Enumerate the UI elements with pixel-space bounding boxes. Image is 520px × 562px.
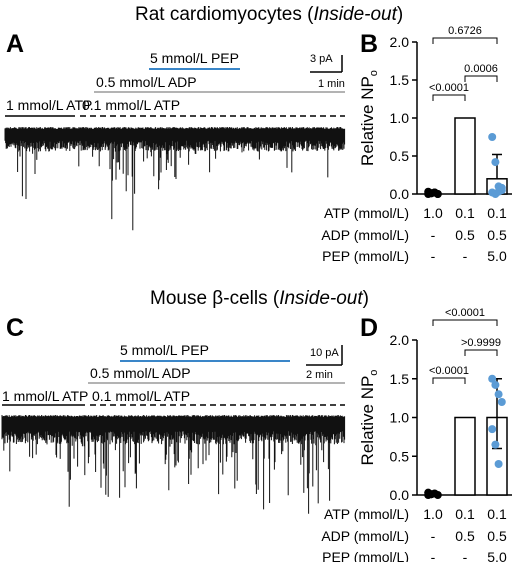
table-cell: 0.1 (455, 506, 475, 522)
comparison-bracket (464, 349, 498, 356)
data-point (494, 460, 503, 468)
data-point (497, 183, 506, 192)
data-point (433, 190, 442, 198)
data-point (497, 398, 506, 406)
atp-high-label: 1 mmol/L ATP (2, 388, 89, 404)
y-tick-label: 1.5 (390, 72, 410, 88)
data-point (488, 425, 497, 434)
y-tick-label: 2.0 (390, 34, 410, 50)
y-axis-label-subscript: o (368, 370, 380, 376)
title-text: Rat cardiomyocytes (135, 4, 302, 25)
p-value-label: <0.0001 (429, 365, 469, 377)
adp-label: 0.5 mmol/L ADP (96, 74, 197, 90)
atp-low-label: 0.1 mmol/L ATP (92, 388, 191, 404)
table-cell: 0.1 (487, 506, 507, 522)
scale-time: 1 min (318, 78, 345, 90)
table-row-label: PEP (mmol/L) (322, 549, 409, 562)
panel-title-rat: Rat cardiomyocytes (Inside-out) (135, 4, 404, 25)
panel-title-mouse: Mouse β-cells (Inside-out) (150, 288, 369, 309)
table-row-label: PEP (mmol/L) (322, 248, 409, 264)
table-cell: 5.0 (487, 549, 507, 562)
table-cell: 0.5 (455, 528, 475, 544)
data-point (494, 390, 503, 399)
panel-letter-a: A (6, 30, 25, 58)
p-value-label: 0.0006 (464, 63, 498, 75)
p-value-label: >0.9999 (461, 337, 501, 349)
comparison-bracket (432, 94, 466, 101)
panel-letter-b: B (360, 30, 379, 58)
y-tick-label: 1.5 (390, 371, 410, 387)
scale-current: 3 pA (310, 53, 333, 65)
table-cell: 0.1 (487, 205, 507, 221)
data-point (488, 133, 497, 141)
y-axis-label-subscript: o (368, 70, 380, 76)
table-cell: 0.5 (487, 528, 507, 544)
pep-label: 5 mmol/L PEP (120, 342, 209, 358)
data-point (491, 380, 500, 389)
bar (454, 117, 476, 195)
title-text: Mouse β-cells (150, 288, 268, 309)
y-tick-label: 0.5 (390, 148, 410, 164)
y-tick-label: 0.5 (390, 448, 410, 464)
data-point (433, 491, 442, 499)
table-cell: 5.0 (487, 248, 507, 264)
table-cell: - (463, 549, 468, 562)
y-tick-label: 1.0 (390, 410, 410, 426)
pep-label: 5 mmol/L PEP (150, 50, 239, 66)
table-cell: 1.0 (423, 205, 443, 221)
table-cell: 1.0 (423, 506, 443, 522)
data-point (491, 440, 500, 449)
y-axis-label: Relative NPo (358, 70, 380, 166)
table-row-label: ATP (mmol/L) (324, 506, 409, 522)
table-row-label: ADP (mmol/L) (321, 528, 409, 544)
y-tick-label: 1.0 (390, 110, 410, 126)
comparison-bracket (464, 75, 498, 82)
table-cell: - (431, 248, 436, 264)
table-cell: 0.1 (455, 205, 475, 221)
table-row-label: ATP (mmol/L) (324, 205, 409, 221)
panel-letter-d: D (360, 314, 379, 342)
current-trace (1, 415, 346, 514)
table-row-label: ADP (mmol/L) (321, 227, 409, 243)
comparison-bracket (432, 377, 466, 384)
comparison-bracket (432, 37, 498, 44)
table-cell: - (431, 549, 436, 562)
table-cell: 0.5 (487, 227, 507, 243)
current-trace (4, 127, 346, 231)
adp-label: 0.5 mmol/L ADP (90, 365, 191, 381)
panel-letter-c: C (6, 314, 25, 342)
title-italic: Inside-out (313, 4, 397, 25)
bar (454, 416, 476, 496)
scale-current: 10 pA (310, 347, 339, 359)
table-cell: 0.5 (455, 227, 475, 243)
y-tick-label: 0.0 (390, 186, 410, 202)
y-axis-label: Relative NPo (358, 370, 380, 466)
table-cell: - (431, 528, 436, 544)
y-tick-label: 0.0 (390, 487, 410, 503)
comparison-bracket (432, 319, 498, 326)
atp-high-label: 1 mmol/L ATP (6, 97, 93, 113)
y-tick-label: 2.0 (390, 332, 410, 348)
data-point (491, 158, 500, 167)
p-value-label: <0.0001 (429, 82, 469, 94)
p-value-label: 0.6726 (448, 25, 482, 37)
data-point (427, 490, 436, 499)
scale-time: 2 min (306, 369, 333, 381)
atp-low-label: 0.1 mmol/L ATP (82, 97, 181, 113)
data-point (488, 374, 497, 383)
table-cell: - (431, 227, 436, 243)
p-value-label: <0.0001 (445, 307, 485, 319)
table-cell: - (463, 248, 468, 264)
title-italic: Inside-out (279, 288, 363, 309)
